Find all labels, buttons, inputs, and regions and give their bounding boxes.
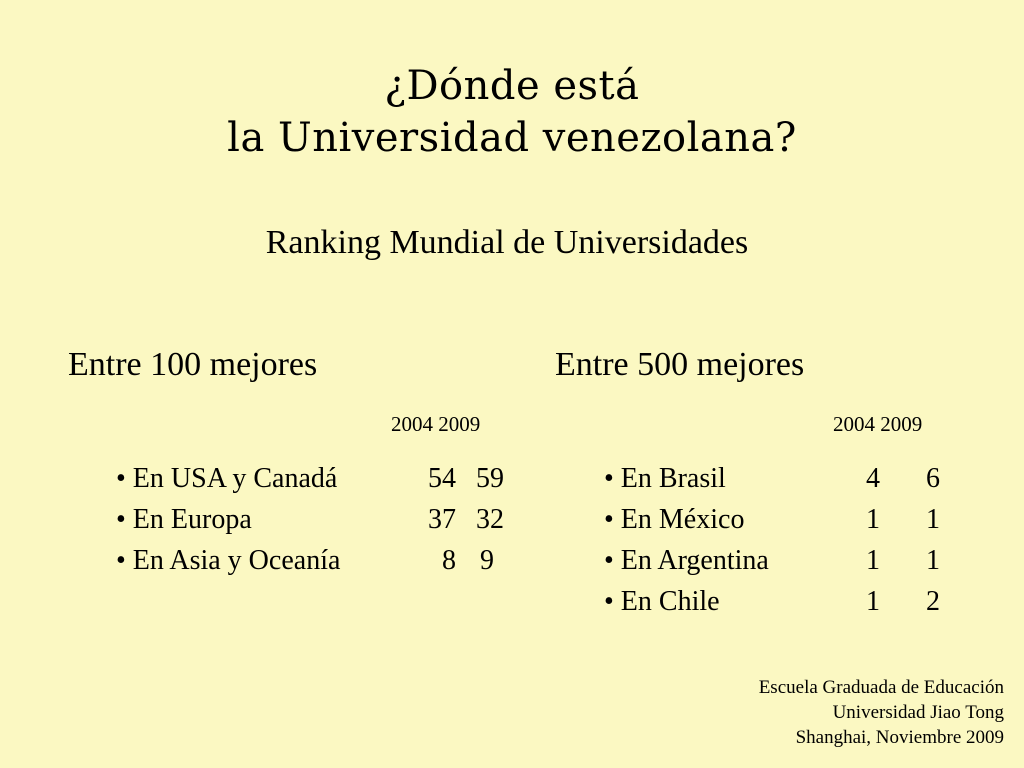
footer-line-2: Universidad Jiao Tong xyxy=(832,702,1004,723)
region-label: • En USA y Canadá xyxy=(116,463,338,494)
list-item: • En México 1 1 xyxy=(604,502,964,543)
value-2009: 2 xyxy=(926,586,940,617)
list-item: • En Argentina 1 1 xyxy=(604,543,964,584)
country-label: • En Brasil xyxy=(604,463,726,494)
list-item: • En Asia y Oceanía 8 9 xyxy=(116,543,536,584)
value-2004: 54 xyxy=(428,463,456,494)
value-2009: 9 xyxy=(480,545,494,576)
right-years-header: 2004 2009 xyxy=(833,412,923,436)
right-ranking-list: • En Brasil 4 6 • En México 1 1 • En Arg… xyxy=(604,461,964,625)
value-2009: 59 xyxy=(476,463,504,494)
value-2004: 4 xyxy=(866,463,880,494)
value-2004: 1 xyxy=(866,586,880,617)
value-2004: 8 xyxy=(442,545,456,576)
value-2009: 32 xyxy=(476,504,504,535)
slide-title: ¿Dónde está la Universidad venezolana? xyxy=(0,60,1024,164)
left-ranking-list: • En USA y Canadá 54 59 • En Europa 37 3… xyxy=(116,461,536,584)
footer-line-3: Shanghai, Noviembre 2009 xyxy=(795,727,1004,748)
left-column-heading: Entre 100 mejores xyxy=(68,346,318,383)
value-2009: 1 xyxy=(926,504,940,535)
value-2004: 37 xyxy=(428,504,456,535)
country-label: • En Chile xyxy=(604,586,720,617)
slide-subtitle: Ranking Mundial de Universidades xyxy=(265,224,749,261)
title-line-2: la Universidad venezolana? xyxy=(227,115,797,161)
title-line-1: ¿Dónde está xyxy=(384,63,640,109)
country-label: • En México xyxy=(604,504,745,535)
footer-line-1: Escuela Graduada de Educación xyxy=(758,677,1004,698)
country-label: • En Argentina xyxy=(604,545,769,576)
region-label: • En Asia y Oceanía xyxy=(116,545,341,576)
footer-credits: Escuela Graduada de Educación Universida… xyxy=(759,675,1004,750)
region-label: • En Europa xyxy=(116,504,252,535)
value-2004: 1 xyxy=(866,504,880,535)
list-item: • En Chile 1 2 xyxy=(604,584,964,625)
value-2009: 6 xyxy=(926,463,940,494)
right-column-heading: Entre 500 mejores xyxy=(555,346,805,383)
left-years-header: 2004 2009 xyxy=(391,412,481,436)
list-item: • En USA y Canadá 54 59 xyxy=(116,461,536,502)
value-2009: 1 xyxy=(926,545,940,576)
list-item: • En Europa 37 32 xyxy=(116,502,536,543)
value-2004: 1 xyxy=(866,545,880,576)
list-item: • En Brasil 4 6 xyxy=(604,461,964,502)
